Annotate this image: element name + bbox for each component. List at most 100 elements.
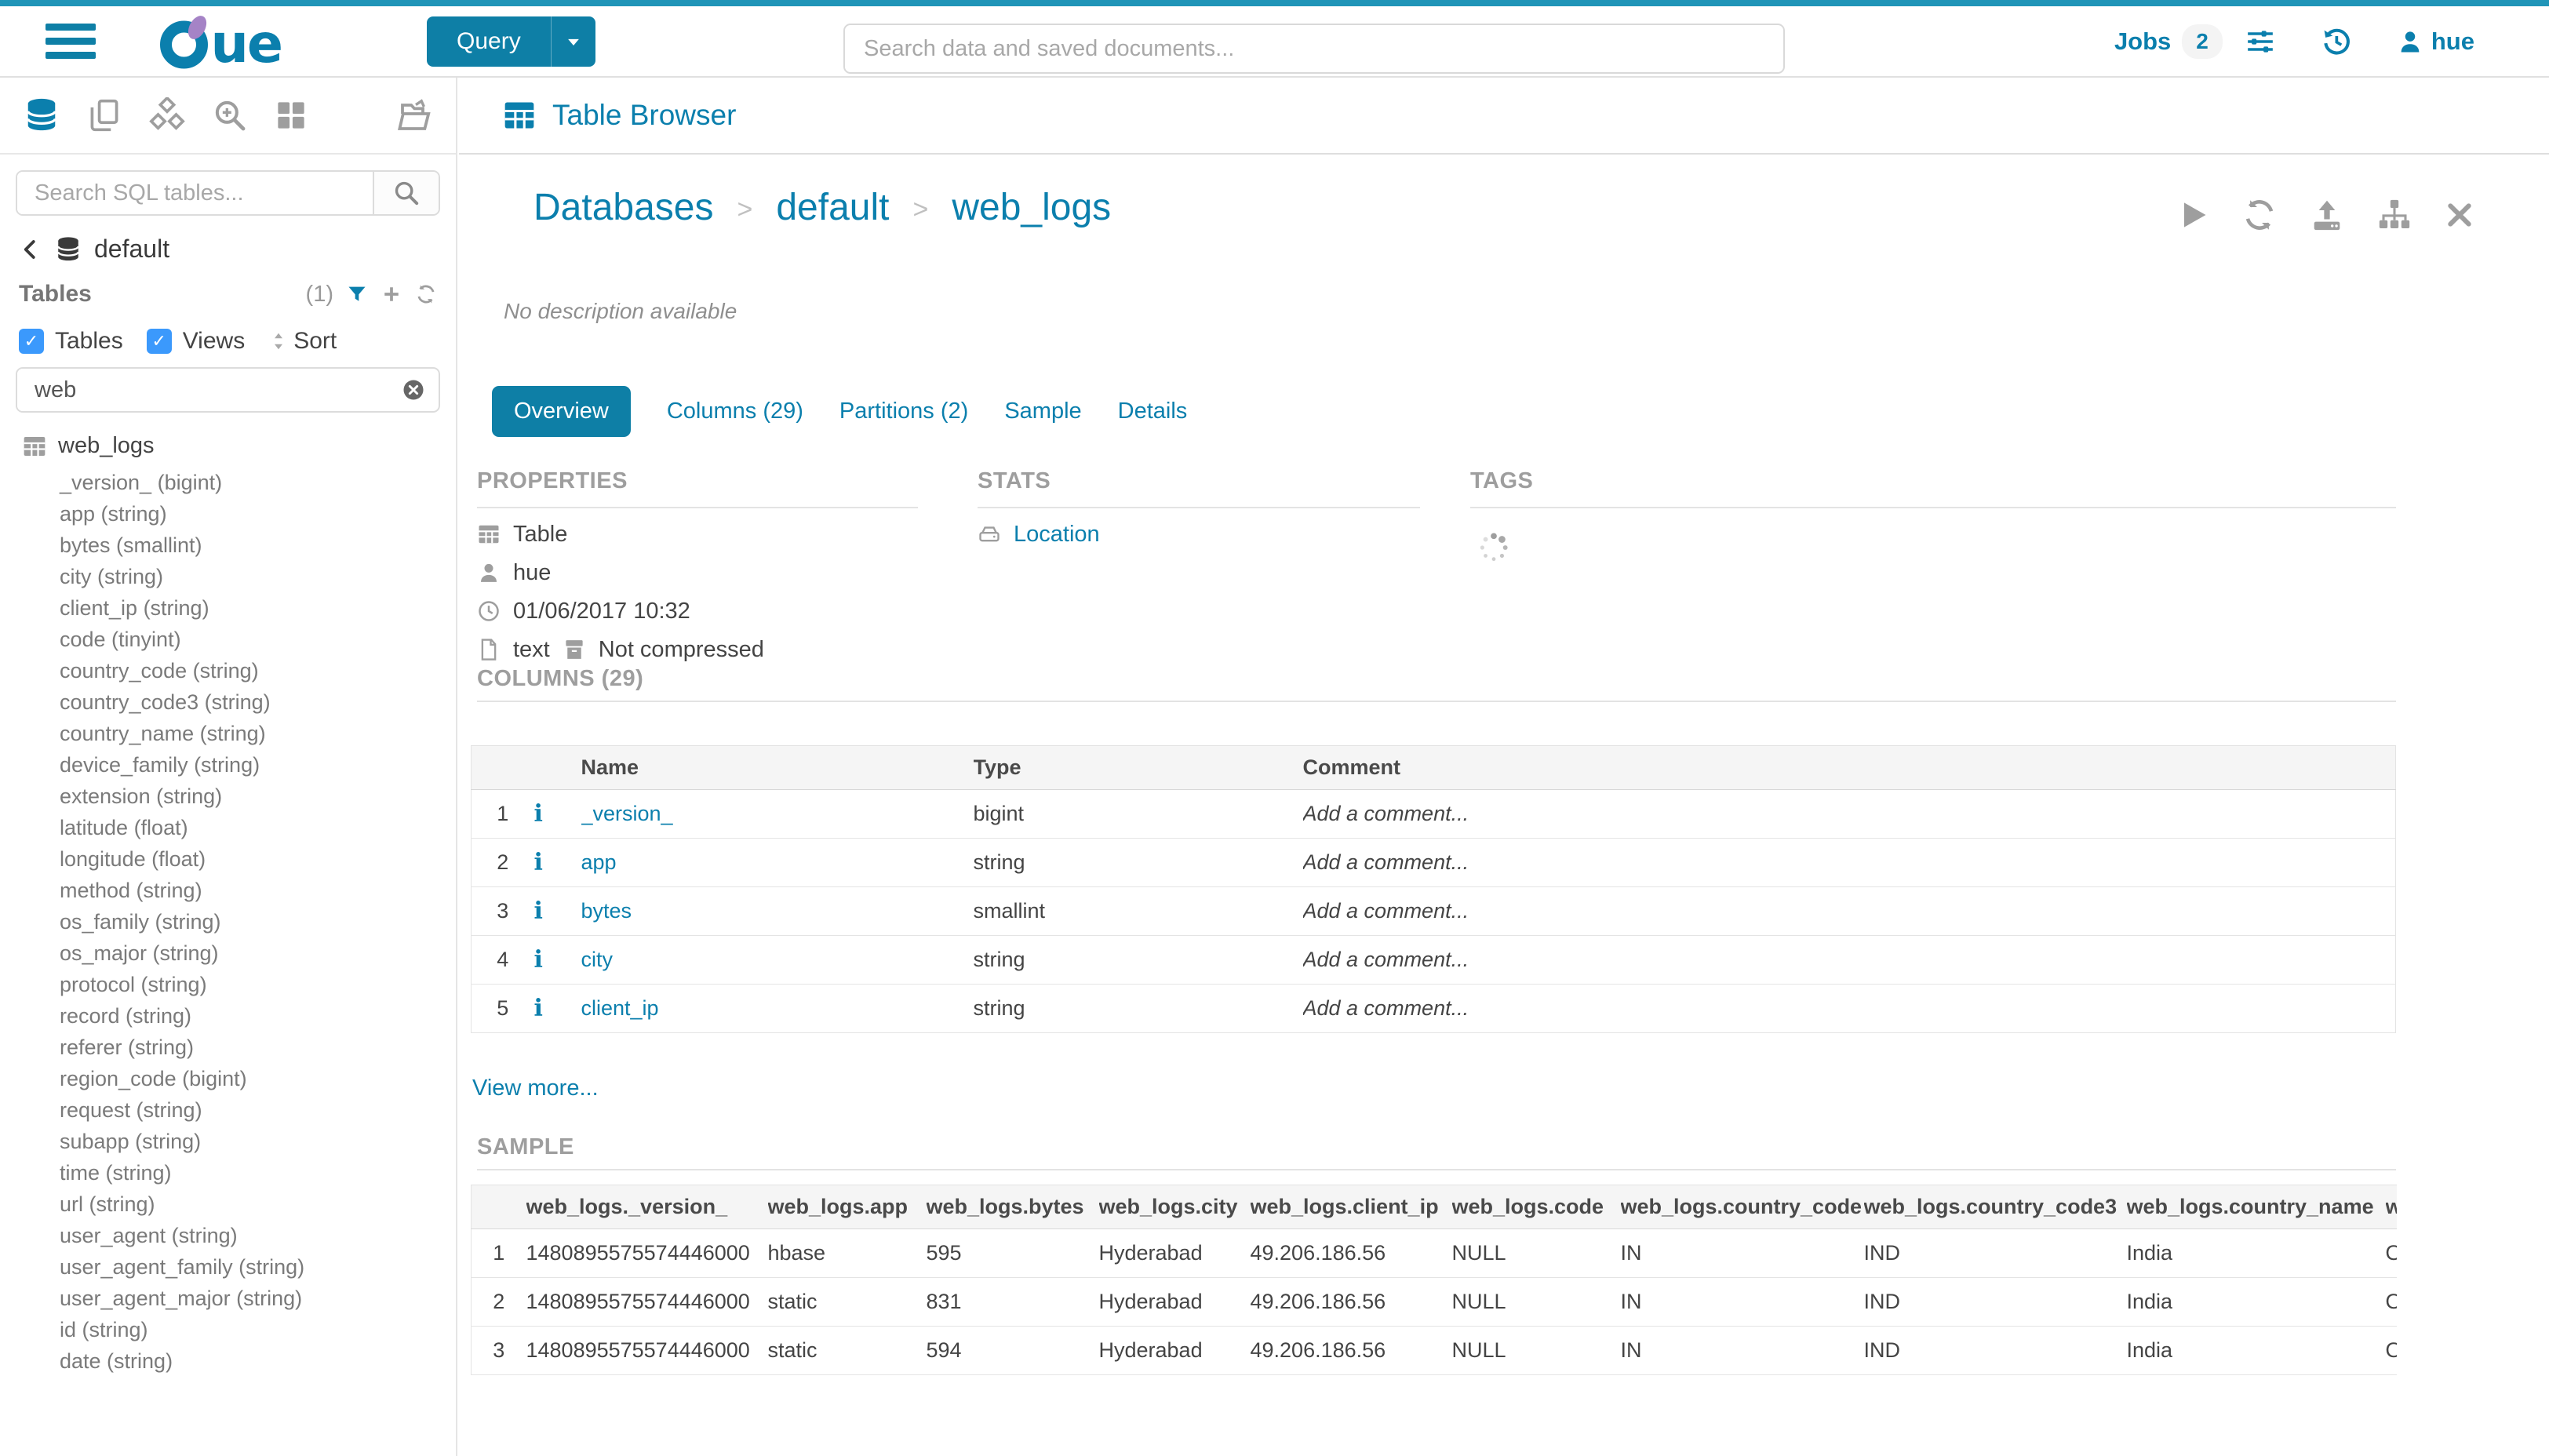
sample-cell: IN (1620, 1277, 1864, 1327)
refresh-icon[interactable] (2241, 197, 2278, 233)
jobs-count-badge[interactable]: 2 (2182, 24, 2223, 59)
row-number: 1 (471, 1228, 526, 1278)
column-name-link[interactable]: _version_ (581, 802, 673, 825)
column-comment[interactable]: Add a comment... (1302, 886, 2396, 936)
filter-funnel-icon[interactable] (346, 283, 368, 305)
sidebar-column-item[interactable]: extension (string) (60, 784, 223, 808)
sidebar-column-item[interactable]: id (string) (60, 1318, 148, 1341)
info-icon[interactable]: i (533, 897, 543, 925)
sidebar-column-item[interactable]: protocol (string) (60, 973, 207, 996)
sidebar-column-item[interactable]: city (string) (60, 565, 164, 588)
sidebar-column-item[interactable]: client_ip (string) (60, 596, 209, 620)
sidebar-column-item[interactable]: referer (string) (60, 1036, 195, 1059)
tab-details[interactable]: Details (1117, 399, 1188, 424)
sidebar-column-item[interactable]: user_agent_family (string) (60, 1255, 305, 1279)
query-split-button[interactable]: Query (427, 16, 595, 67)
tab-columns-29[interactable]: Columns (29) (666, 399, 803, 424)
sidebar-column-item[interactable]: bytes (smallint) (60, 533, 202, 557)
sidebar-column-item[interactable]: country_name (string) (60, 722, 266, 745)
hamburger-menu-icon[interactable] (46, 24, 96, 59)
sidebar-search-input[interactable] (17, 172, 373, 214)
clear-filter-button[interactable] (388, 369, 439, 411)
table-filter-input[interactable] (17, 369, 388, 411)
info-icon[interactable]: i (533, 800, 543, 828)
folder-icon[interactable] (395, 96, 432, 134)
tab-partitions-2[interactable]: Partitions (2) (839, 399, 969, 424)
columns-table-header (533, 745, 581, 790)
sidebar-column-item[interactable]: date (string) (60, 1349, 173, 1373)
sidebar-column-item[interactable]: record (string) (60, 1004, 192, 1028)
table-name: web_logs (58, 433, 155, 458)
zoom-plus-icon[interactable] (213, 98, 247, 133)
close-icon[interactable] (2444, 199, 2475, 231)
cubes-icon[interactable] (149, 97, 185, 133)
history-icon[interactable] (2320, 25, 2353, 58)
info-icon[interactable]: i (533, 849, 543, 876)
sidebar-database-breadcrumb: default (19, 235, 456, 264)
column-comment[interactable]: Add a comment... (1302, 789, 2396, 839)
jobs-link[interactable]: Jobs (2114, 27, 2172, 55)
sort-control[interactable]: Sort (268, 328, 337, 355)
tab-sample[interactable]: Sample (1004, 399, 1082, 424)
table-icon (22, 434, 47, 459)
column-comment[interactable]: Add a comment... (1302, 984, 2396, 1033)
sidebar-column-item[interactable]: code (tinyint) (60, 628, 181, 651)
sidebar-column-item[interactable]: latitude (float) (60, 816, 188, 839)
sidebar-column-item[interactable]: user_agent (string) (60, 1224, 238, 1247)
sidebar-column-item[interactable]: url (string) (60, 1192, 155, 1216)
refresh-icon[interactable] (415, 283, 437, 305)
tables-checkbox[interactable]: ✓ (19, 329, 44, 354)
sitemap-icon[interactable] (2376, 197, 2412, 233)
add-icon[interactable] (381, 283, 402, 305)
sidebar-column-item[interactable]: request (string) (60, 1098, 202, 1122)
database-icon[interactable] (24, 97, 60, 133)
sidebar-column-item[interactable]: device_family (string) (60, 753, 260, 777)
sidebar-column-item[interactable]: time (string) (60, 1161, 172, 1185)
sidebar-column-item[interactable]: region_code (bigint) (60, 1067, 247, 1090)
info-icon[interactable]: i (533, 995, 543, 1022)
database-name[interactable]: default (94, 235, 170, 263)
sliders-icon[interactable] (2245, 26, 2276, 57)
column-name-link[interactable]: client_ip (581, 996, 659, 1020)
sidebar-column-item[interactable]: app (string) (60, 502, 167, 526)
breadcrumb-item[interactable]: web_logs (952, 187, 1112, 228)
column-name-link[interactable]: city (581, 948, 614, 971)
documents-icon[interactable] (87, 98, 122, 133)
sidebar-column-item[interactable]: os_family (string) (60, 910, 221, 934)
info-icon[interactable]: i (533, 946, 543, 974)
hue-logo[interactable]: ue (160, 10, 344, 73)
column-name-link[interactable]: bytes (581, 899, 632, 923)
sidebar-column-list: _version_ (bigint) app (string) bytes (sma… (22, 467, 456, 1377)
user-menu[interactable]: hue (2397, 27, 2474, 56)
views-checkbox[interactable]: ✓ (146, 329, 172, 354)
back-chevron-icon[interactable] (19, 238, 42, 261)
sidebar-column-item[interactable]: user_agent_major (string) (60, 1287, 303, 1310)
sidebar-column-item[interactable]: country_code (string) (60, 659, 259, 682)
sidebar-search-button[interactable] (373, 172, 439, 214)
tab-overview[interactable]: Overview (492, 386, 631, 437)
sidebar-column-item[interactable]: os_major (string) (60, 941, 219, 965)
breadcrumb-item[interactable]: default (776, 187, 890, 228)
view-more-link[interactable]: View more... (472, 1076, 599, 1101)
row-number: 5 (471, 984, 534, 1033)
breadcrumb-item[interactable]: Databases (533, 187, 714, 228)
query-dropdown-caret[interactable] (552, 16, 595, 67)
query-button[interactable]: Query (427, 16, 552, 67)
sample-section-rule (477, 1169, 2396, 1170)
sidebar-column-item[interactable]: subapp (string) (60, 1130, 202, 1153)
sidebar-column-item[interactable]: _version_ (bigint) (60, 471, 223, 494)
sidebar-table-web-logs[interactable]: web_logs (22, 433, 456, 459)
sidebar-column-item[interactable]: longitude (float) (60, 847, 206, 871)
page-title: Table Browser (552, 99, 737, 131)
apps-grid-icon[interactable] (275, 99, 308, 132)
navbar-right-cluster: Jobs 2 hue (2114, 24, 2474, 59)
global-search-input[interactable] (843, 24, 1785, 74)
sidebar-column-item[interactable]: country_code3 (string) (60, 690, 271, 714)
upload-icon[interactable] (2309, 197, 2345, 233)
play-icon[interactable] (2176, 198, 2210, 232)
location-link[interactable]: Location (1014, 521, 1100, 547)
column-name-link[interactable]: app (581, 850, 617, 874)
column-comment[interactable]: Add a comment... (1302, 838, 2396, 887)
sidebar-column-item[interactable]: method (string) (60, 879, 202, 902)
column-comment[interactable]: Add a comment... (1302, 935, 2396, 985)
